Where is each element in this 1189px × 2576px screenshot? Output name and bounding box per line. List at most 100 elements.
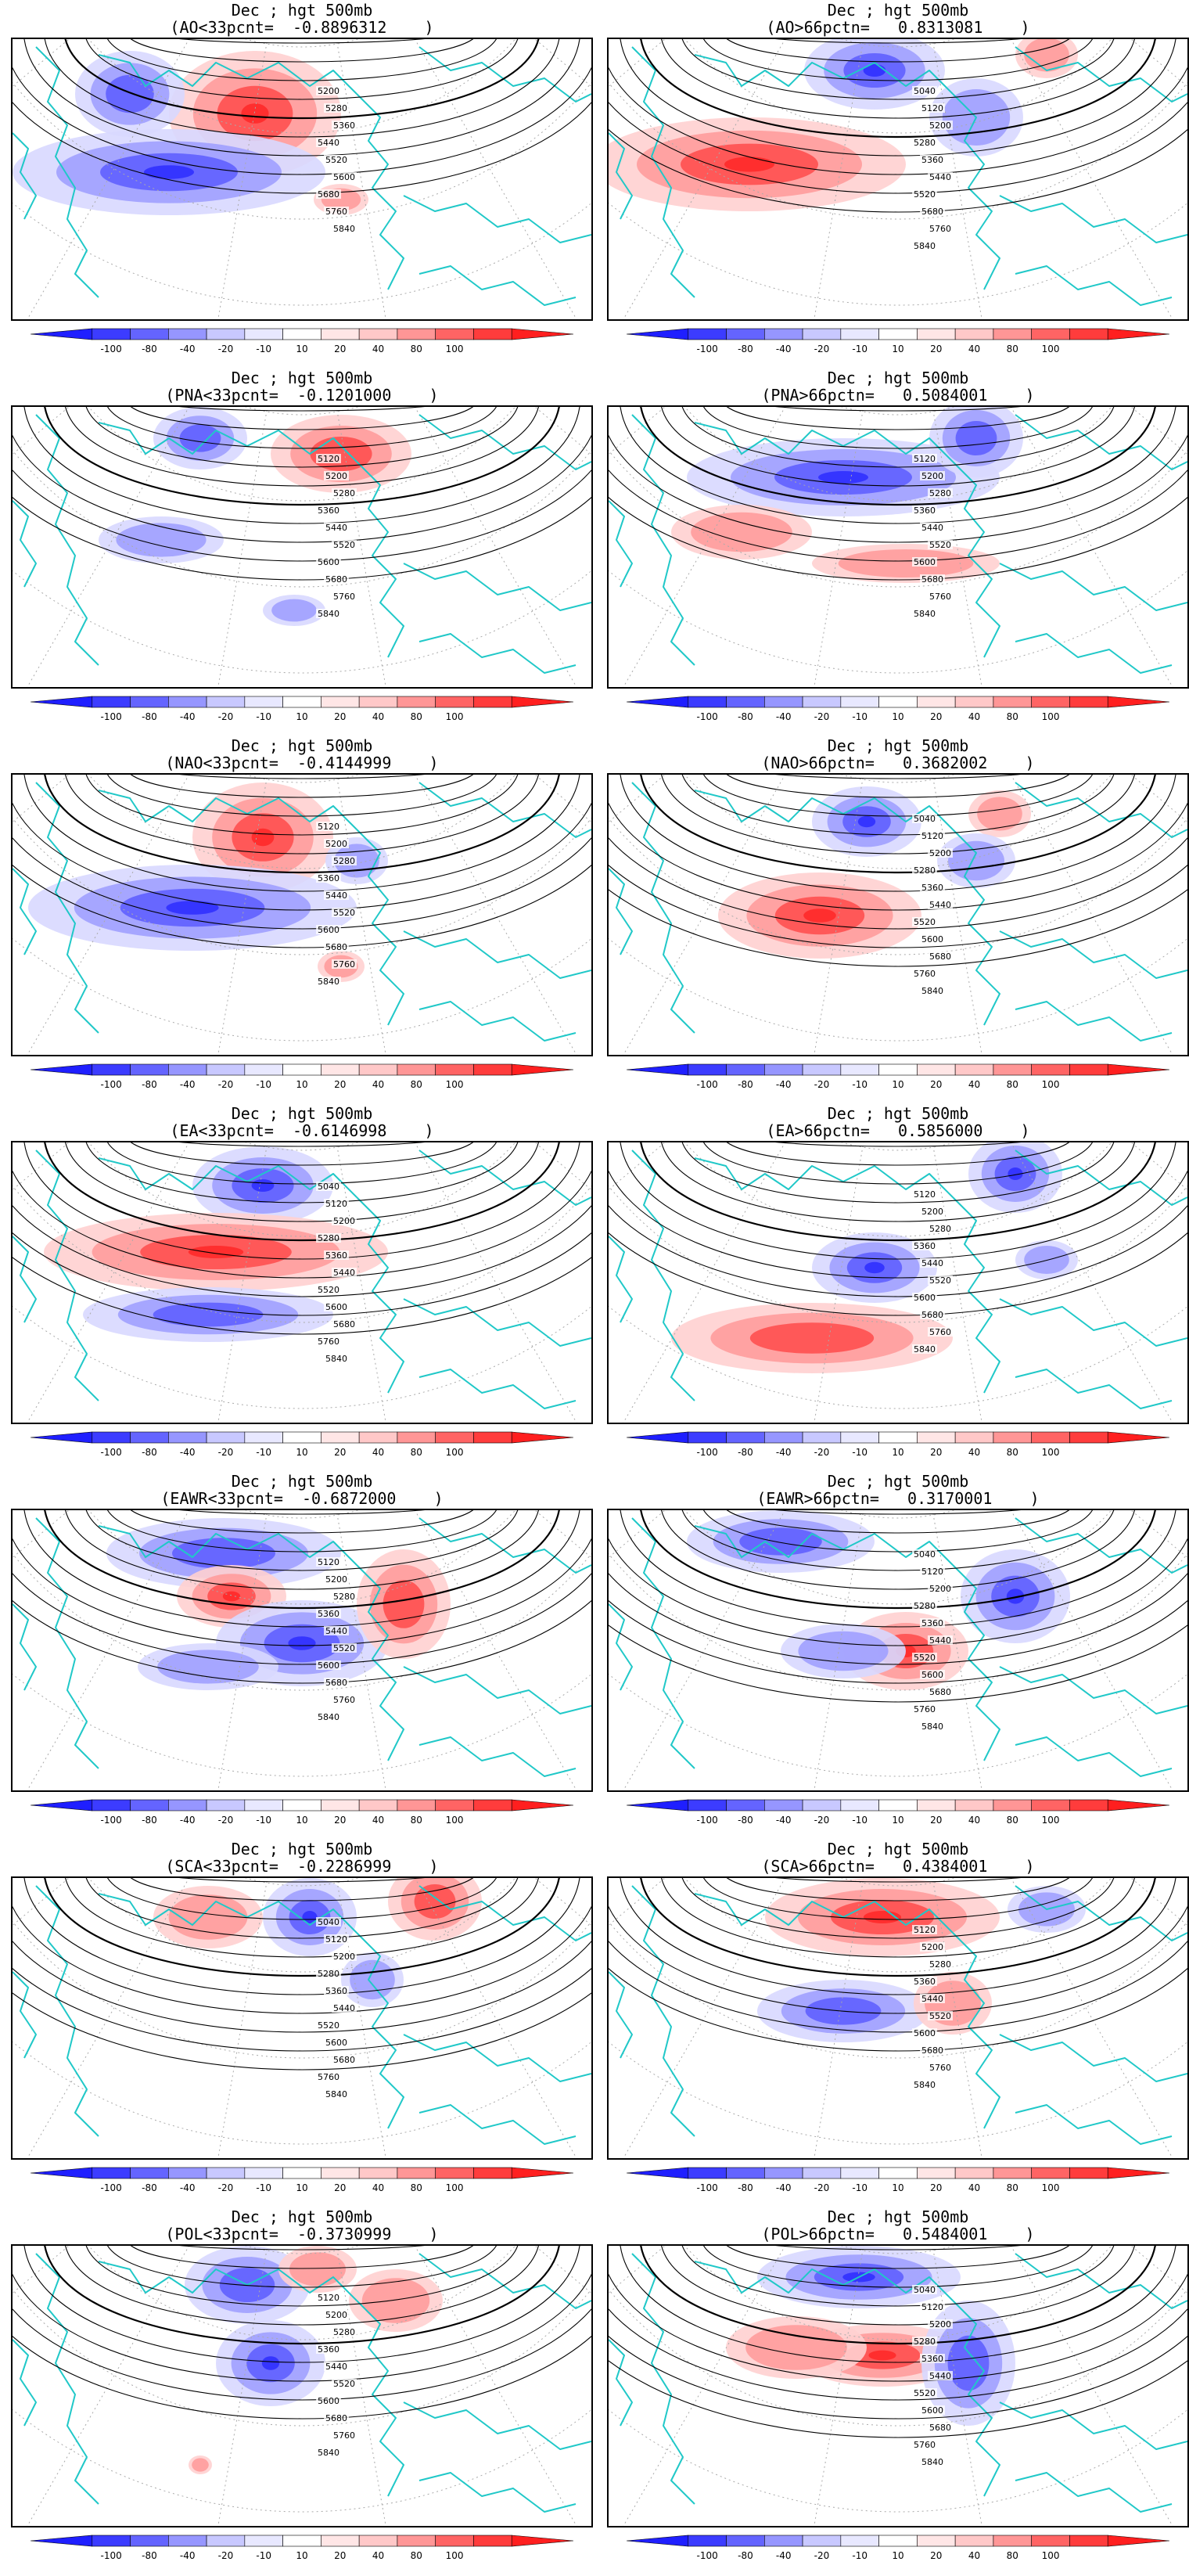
colorbar: -100 -80 -40 -20 -10 10 20 40 80 100 (11, 327, 593, 362)
colorbar-swatch (321, 2535, 360, 2547)
colorbar-swatch (30, 696, 93, 708)
panel-subtitle: (PNA<33pcnt= -0.1201000 ) (165, 386, 439, 405)
colorbar-tick-label: -20 (814, 2182, 830, 2193)
map-panel: Dec ; hgt 500mb (EAWR>66pctn= 0.3170001 )… (607, 1473, 1189, 1840)
colorbar-tick-label: -20 (814, 2550, 830, 2561)
colorbar-swatch (92, 2167, 131, 2179)
colorbar-swatch (244, 1431, 283, 1444)
contour-label: 5360 (318, 2344, 339, 2355)
contour-label: 5280 (318, 1233, 339, 1243)
colorbar-tick-label: 10 (892, 2550, 903, 2561)
lat-lon-grid (13, 1878, 591, 2158)
colorbar-tick-label: 20 (930, 1815, 942, 1826)
map-frame: 5040 5120 5200 5280 5360 5440 5520 5600 5680 5760… (607, 2244, 1189, 2527)
colorbar-swatch (168, 696, 207, 708)
panel-subtitle: (PNA>66pctn= 0.5084001 ) (761, 386, 1035, 405)
colorbar-swatch (1107, 2167, 1170, 2179)
colorbar-swatch (30, 1431, 93, 1444)
contour-label: 5040 (318, 1917, 339, 1927)
colorbar-swatch (282, 1799, 321, 1811)
contour-label: 5440 (921, 1258, 943, 1268)
colorbar-tick-label: 80 (1007, 344, 1018, 354)
height-contours (609, 1142, 1187, 1316)
colorbar-tick-label: -10 (256, 2550, 271, 2561)
contour-label: 5680 (318, 189, 339, 200)
contour-label: 5040 (914, 1549, 936, 1560)
contour-label: 5680 (333, 2055, 355, 2065)
contour-label: 5680 (929, 1687, 951, 1697)
contour-label: 5840 (921, 1722, 943, 1732)
colorbar-tick-label: -40 (180, 2550, 196, 2561)
contour-label: 5760 (333, 959, 355, 970)
colorbar-swatch (626, 328, 689, 340)
map-panel: Dec ; hgt 500mb (AO>66pctn= 0.8313081 ) 50… (607, 2, 1189, 369)
colorbar-tick-label: 10 (892, 344, 903, 354)
colorbar-tick-label: 100 (1042, 1447, 1060, 1458)
contour-label: 5600 (318, 2396, 339, 2406)
contour-label: 5200 (325, 1574, 347, 1585)
contour-label: 5760 (929, 592, 951, 602)
map-panel: Dec ; hgt 500mb (SCA>66pctn= 0.4384001 ) 5… (607, 1840, 1189, 2208)
contour-label: 5840 (914, 1344, 936, 1355)
colorbar-swatch (321, 1063, 360, 1076)
contour-label: 5360 (914, 1241, 936, 1251)
contour-label: 5360 (318, 505, 339, 516)
colorbar-swatch (168, 2535, 207, 2547)
colorbar-tick-label: 40 (372, 1815, 384, 1826)
colorbar-swatch (1031, 328, 1070, 340)
contour-label: 5760 (333, 1695, 355, 1705)
polar-map: 5040 5120 5200 5280 5360 5440 5520 5600 5680 5760… (609, 775, 1187, 1055)
map-panel: Dec ; hgt 500mb (PNA>66pctn= 0.5084001 ) 5… (607, 369, 1189, 737)
colorbar-tick-label: 40 (372, 1447, 384, 1458)
colorbar-swatch (840, 1431, 879, 1444)
contour-label: 5360 (921, 155, 943, 165)
colorbar-swatch (435, 696, 474, 708)
colorbar-swatch (764, 328, 803, 340)
colorbar-swatch (917, 696, 956, 708)
colorbar-swatch (473, 2535, 512, 2547)
colorbar-swatch (626, 1431, 689, 1444)
colorbar-tick-label: 20 (334, 1447, 346, 1458)
colorbar-tick-label: -10 (852, 344, 868, 354)
contour-label: 5440 (921, 1994, 943, 2004)
colorbar-tick-label: -20 (218, 2182, 234, 2193)
colorbar-tick-label: -100 (101, 711, 122, 722)
contour-label: 5280 (929, 1959, 951, 1970)
contour-label: 5520 (929, 1275, 951, 1286)
contour-label: 5280 (333, 2327, 355, 2337)
contour-label: 5360 (921, 2354, 943, 2364)
contour-label: 5440 (325, 523, 347, 533)
colorbar-tick-label: 20 (334, 2182, 346, 2193)
contour-label: 5680 (929, 2423, 951, 2433)
colorbar-swatch (1031, 1799, 1070, 1811)
contour-label: 5040 (914, 2285, 936, 2295)
colorbar-swatch (358, 2535, 398, 2547)
panel-title: Dec ; hgt 500mb (231, 1104, 373, 1123)
colorbar-swatch (206, 1063, 246, 1076)
contour-label: 5680 (921, 1310, 943, 1320)
colorbar-tick-label: -100 (697, 1079, 718, 1090)
colorbar-swatch (840, 1063, 879, 1076)
panel-title: Dec ; hgt 500mb (231, 369, 373, 387)
colorbar-swatch (878, 1431, 918, 1444)
contour-label: 5760 (929, 224, 951, 234)
colorbar-swatch (726, 1799, 765, 1811)
anomaly-shading (13, 51, 368, 215)
colorbar-tick-label: 10 (296, 711, 307, 722)
map-frame: 5120 5200 5280 5360 5440 5520 5600 5680 5760 5840 (11, 2244, 593, 2527)
contour-label: 5040 (318, 1182, 339, 1192)
panel-subtitle: (EA<33pcnt= -0.6146998 ) (170, 1121, 434, 1140)
colorbar-tick-label: 10 (892, 1447, 903, 1458)
map-frame: 5040 5120 5200 5280 5360 5440 5520 5600 5680 5760… (11, 1876, 593, 2160)
contour-label: 5680 (921, 574, 943, 585)
contour-label: 5120 (914, 1189, 936, 1200)
panel-title: Dec ; hgt 500mb (827, 1104, 969, 1123)
colorbar-tick-label: 100 (446, 2182, 464, 2193)
colorbar-swatch (1031, 2167, 1070, 2179)
colorbar-tick-label: 100 (1042, 1815, 1060, 1826)
colorbar-tick-label: 10 (892, 1079, 903, 1090)
colorbar-swatch (1069, 2167, 1108, 2179)
colorbar-tick-label: 20 (334, 711, 346, 722)
colorbar-tick-label: -20 (218, 711, 234, 722)
colorbar-tick-label: 80 (1007, 1815, 1018, 1826)
